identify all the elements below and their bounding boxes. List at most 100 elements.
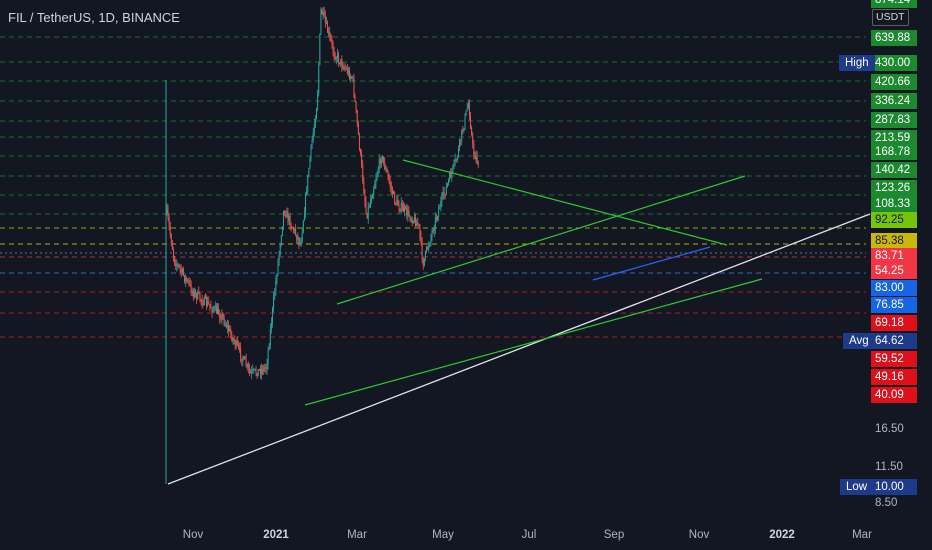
candle-body <box>415 217 417 227</box>
candle-body <box>360 149 362 154</box>
candle-body <box>444 194 446 196</box>
candle-body <box>214 306 216 308</box>
candle-body <box>167 208 169 218</box>
candle-body <box>429 243 431 246</box>
candle-body <box>409 216 411 220</box>
candle-body <box>266 363 268 370</box>
candle-body <box>437 216 439 219</box>
candle-body <box>386 168 388 173</box>
candle-body <box>372 195 374 199</box>
candle-body <box>262 368 264 372</box>
candle-body <box>324 15 326 24</box>
candle-body <box>321 9 323 15</box>
price-level-tag: 49.16 <box>871 369 917 385</box>
candle-body <box>182 268 184 276</box>
time-axis-label: Mar <box>852 529 872 541</box>
candle-body <box>276 274 278 281</box>
price-level-tag: 108.33 <box>871 196 917 212</box>
candle-body <box>358 134 360 150</box>
candle-body <box>393 191 395 195</box>
candle-body <box>398 205 400 209</box>
candle-body <box>401 203 403 207</box>
candle-body <box>252 369 254 372</box>
candle-body <box>402 206 404 212</box>
candle-body <box>168 217 170 226</box>
candle-body <box>253 369 255 371</box>
candle-body <box>312 132 314 141</box>
candle-body <box>367 207 369 219</box>
candle-body <box>330 36 332 41</box>
candle-body <box>175 263 177 267</box>
candle-body <box>237 344 239 348</box>
candle-body <box>257 369 259 377</box>
candle-body <box>180 268 182 273</box>
candle-body <box>442 191 444 196</box>
candle-body <box>201 299 203 304</box>
candle-body <box>380 160 382 165</box>
candle-body <box>212 309 214 312</box>
candle-body <box>374 183 376 189</box>
candle-body <box>379 159 381 165</box>
candle-body <box>217 308 219 314</box>
candle-body <box>365 202 367 213</box>
candle-body <box>196 292 198 300</box>
candle-body <box>452 165 454 172</box>
candle-body <box>209 303 211 307</box>
candle-body <box>435 217 437 219</box>
candle-body <box>416 222 418 227</box>
candle-body <box>408 210 410 217</box>
candle-body <box>306 191 308 195</box>
candle-body <box>339 62 341 64</box>
candle-body <box>322 11 324 15</box>
candle-body <box>327 22 329 33</box>
candle-body <box>198 292 200 294</box>
candle-body <box>371 198 373 201</box>
candle-body <box>278 252 280 261</box>
candle-body <box>171 244 173 250</box>
price-level-tag: 287.83 <box>871 112 917 128</box>
candle-body <box>417 222 419 224</box>
candle-body <box>317 93 319 109</box>
symbol-title[interactable]: FIL / TetherUS, 1D, BINANCE <box>8 10 180 25</box>
candle-body <box>397 199 399 206</box>
candle-body <box>456 156 458 160</box>
candle-body <box>477 162 479 165</box>
candle-body <box>294 228 296 231</box>
candle-body <box>199 293 201 300</box>
candle-body <box>421 241 423 260</box>
candle-body <box>192 290 194 297</box>
price-level-tag: 54.25 <box>871 263 917 279</box>
candle-body <box>418 223 420 225</box>
candle-body <box>195 291 197 293</box>
candle-body <box>457 147 459 157</box>
time-axis-label: Mar <box>347 529 367 541</box>
price-level-tag: 69.18 <box>871 315 917 331</box>
price-level-tag: 213.59 <box>871 130 917 146</box>
price-level-tag: 336.24 <box>871 93 917 109</box>
candle-body <box>232 338 234 341</box>
candle-body <box>388 176 390 182</box>
candle-body <box>420 236 422 242</box>
candle-body <box>376 174 378 180</box>
candle-body <box>341 59 343 67</box>
candle-body <box>259 369 261 375</box>
candle-body <box>176 264 178 267</box>
candle-body <box>432 230 434 232</box>
avg-label: Avg <box>843 333 875 349</box>
candle-body <box>335 58 337 60</box>
candle-body <box>255 369 257 374</box>
candle-body <box>434 217 436 229</box>
candle-body <box>250 371 252 374</box>
candle-body <box>258 369 260 371</box>
candle-body <box>390 186 392 189</box>
candle-body <box>474 154 476 160</box>
candle-body <box>368 206 370 208</box>
candle-body <box>375 179 377 184</box>
candle-body <box>179 266 181 269</box>
currency-unit-badge[interactable]: USDT <box>872 9 909 26</box>
candle-body <box>174 256 176 264</box>
candle-body <box>451 171 453 179</box>
price-level-tag: 40.09 <box>871 387 917 403</box>
candle-body <box>345 68 347 70</box>
